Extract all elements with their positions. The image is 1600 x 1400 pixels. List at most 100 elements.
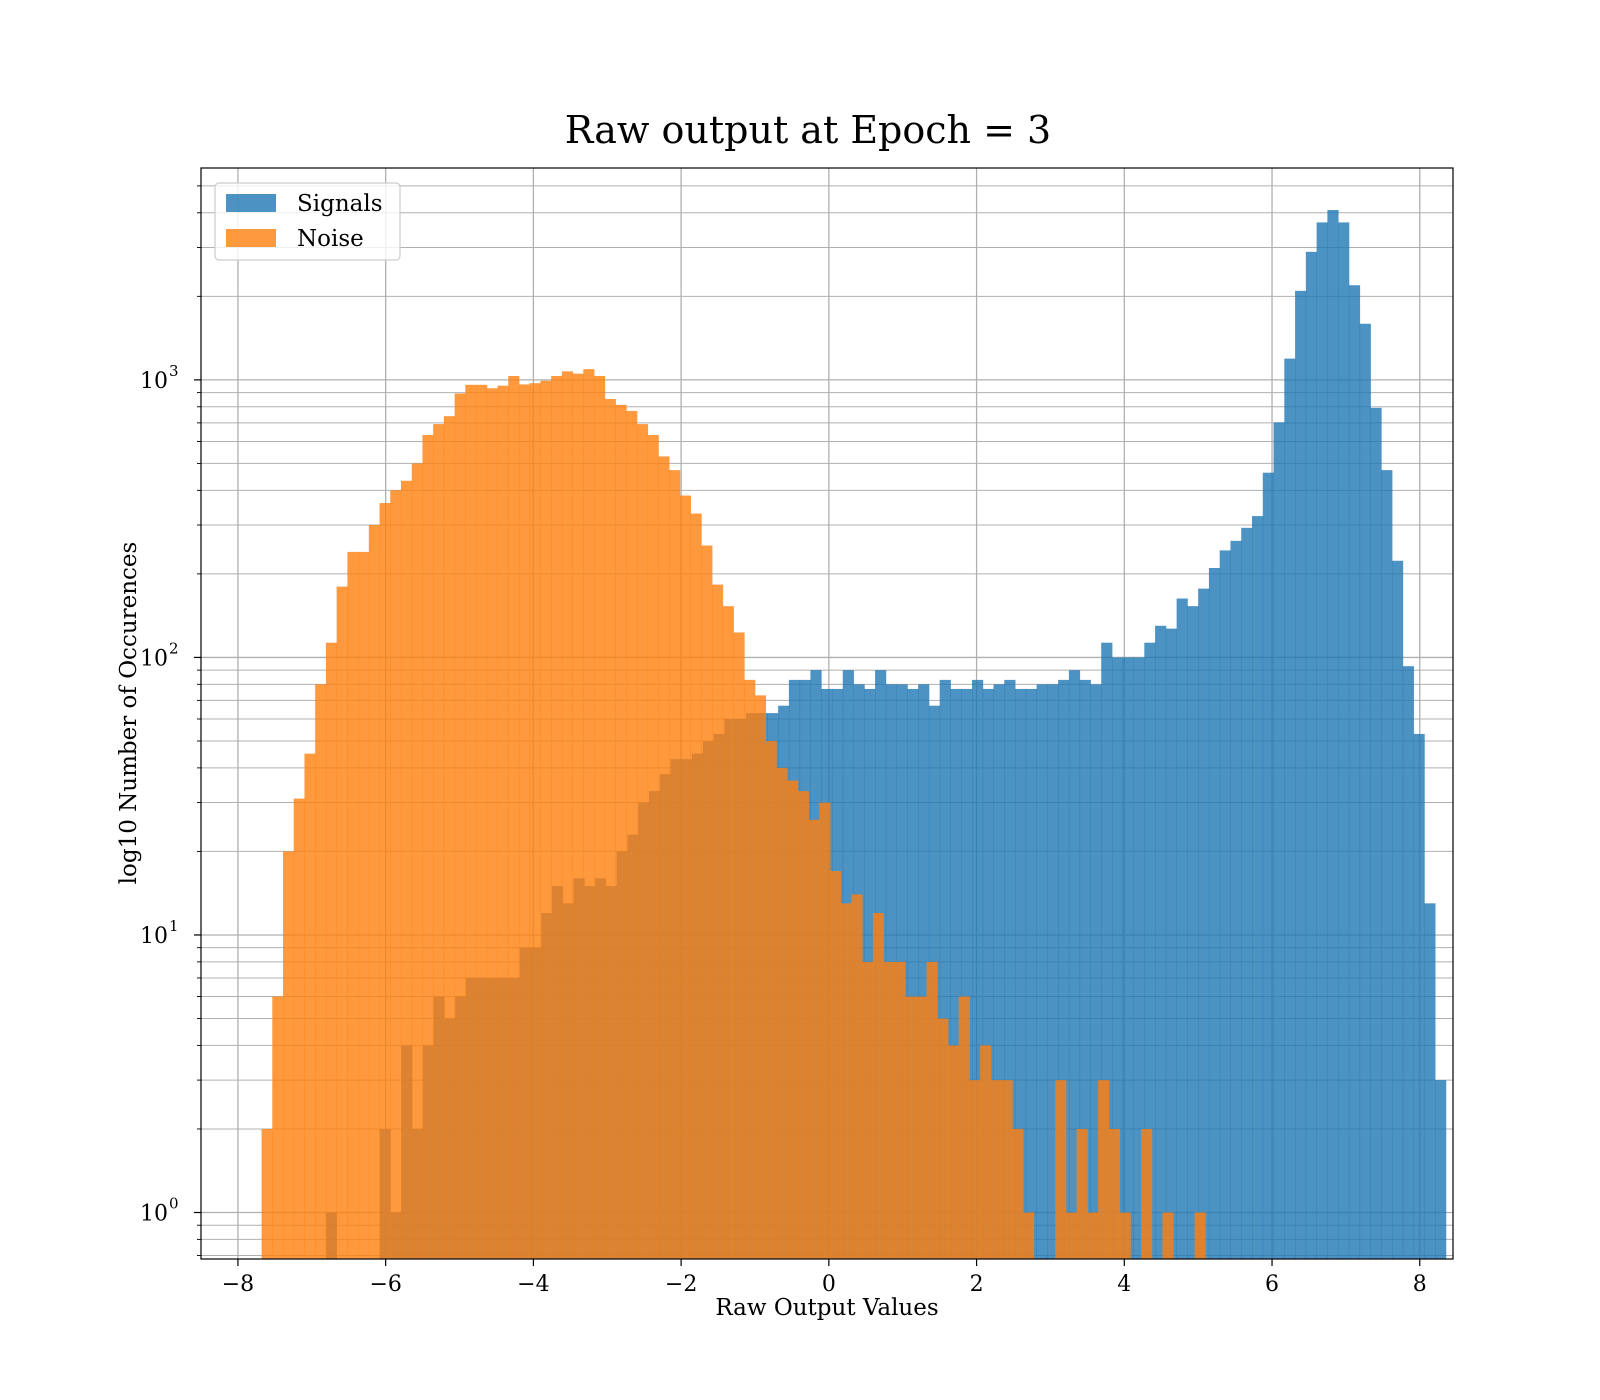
- noise-bar: [1023, 1212, 1035, 1259]
- noise-bar: [894, 961, 906, 1259]
- signals-bar: [907, 688, 919, 1259]
- signals-bar: [1025, 688, 1038, 1259]
- noise-bar: [529, 383, 541, 1259]
- x-tick-label: 4: [1117, 1272, 1131, 1297]
- signals-bar: [950, 688, 962, 1259]
- noise-bar: [679, 495, 691, 1259]
- noise-bar: [937, 1018, 949, 1259]
- x-axis-label: Raw Output Values: [715, 1295, 938, 1321]
- signals-bar: [1133, 657, 1145, 1259]
- noise-bar: [776, 767, 788, 1259]
- noise-bar: [744, 679, 756, 1259]
- legend: Signals Noise: [214, 182, 401, 261]
- y-tick-label: 10: [140, 924, 168, 949]
- noise-bar: [819, 802, 831, 1259]
- signals-bar: [1090, 684, 1102, 1259]
- noise-bar: [926, 961, 938, 1259]
- signals-bar: [1230, 540, 1242, 1259]
- noise-bar: [304, 753, 316, 1259]
- noise-bar: [561, 371, 573, 1259]
- signals-bar: [993, 684, 1005, 1259]
- noise-bar: [851, 894, 863, 1259]
- noise-bar: [701, 545, 713, 1259]
- signals-bar: [1316, 222, 1328, 1259]
- signals-bar: [1273, 422, 1285, 1259]
- noise-bar: [604, 399, 616, 1259]
- signals-bar: [1381, 470, 1393, 1259]
- noise-bar: [293, 798, 305, 1259]
- signals-bar: [1101, 642, 1113, 1259]
- noise-bar: [347, 551, 359, 1259]
- signals-bar: [1327, 210, 1339, 1259]
- noise-bar: [883, 961, 895, 1259]
- noise-bar: [497, 385, 509, 1259]
- noise-bar: [336, 586, 348, 1259]
- signals-bar: [1111, 657, 1124, 1259]
- noise-bar: [1141, 1128, 1153, 1259]
- y-tick-label: 10: [140, 646, 168, 671]
- signals-bar: [1252, 516, 1264, 1259]
- x-tick-label: 8: [1413, 1272, 1427, 1297]
- noise-bar: [658, 456, 670, 1259]
- noise-bar: [454, 393, 466, 1259]
- noise-bar: [486, 388, 498, 1259]
- noise-bar: [615, 404, 627, 1260]
- noise-bar: [551, 375, 563, 1259]
- signals-bar: [918, 684, 930, 1259]
- noise-bar: [390, 490, 402, 1259]
- signals-legend-swatch: [226, 194, 276, 212]
- y-axis-label: log10 Number of Occurences: [116, 542, 142, 885]
- noise-bar: [808, 819, 820, 1259]
- noise-bar: [422, 435, 434, 1260]
- signals-bar: [1004, 679, 1016, 1259]
- noise-bar: [443, 416, 456, 1260]
- chart-title: Raw output at Epoch = 3: [565, 108, 1051, 152]
- noise-bar: [980, 1045, 992, 1259]
- noise-bar: [647, 435, 659, 1260]
- noise-bar: [272, 996, 284, 1259]
- noise-bar: [283, 851, 295, 1259]
- signals-bar: [1402, 666, 1414, 1259]
- signals-bar: [1047, 684, 1059, 1259]
- signals-bar: [1219, 550, 1231, 1259]
- noise-bar: [1087, 1212, 1099, 1259]
- noise-bar: [572, 373, 584, 1259]
- noise-bar: [969, 1080, 981, 1259]
- noise-bar: [411, 463, 423, 1259]
- noise-bar: [872, 912, 885, 1259]
- noise-bar: [1098, 1080, 1110, 1259]
- noise-bar: [1065, 1212, 1078, 1259]
- noise-bar: [400, 480, 413, 1259]
- x-tick-label: 0: [822, 1272, 836, 1297]
- signals-bar: [1392, 560, 1404, 1259]
- x-tick-label: −8: [222, 1272, 254, 1297]
- signals-bar: [1413, 733, 1425, 1259]
- noise-bar: [958, 996, 970, 1259]
- noise-bar: [1055, 1080, 1067, 1259]
- signals-bar: [1241, 527, 1253, 1259]
- noise-bar: [518, 384, 531, 1259]
- signals-bar: [971, 679, 984, 1259]
- noise-series: [261, 369, 1206, 1260]
- noise-bar: [1012, 1128, 1024, 1259]
- signals-bar: [939, 679, 951, 1259]
- noise-bar: [315, 684, 327, 1259]
- noise-bar: [712, 584, 724, 1259]
- noise-bar: [797, 791, 809, 1259]
- signals-bar: [1187, 606, 1199, 1259]
- noise-bar: [765, 740, 777, 1259]
- noise-legend-label: Noise: [297, 226, 364, 252]
- signals-legend-label: Signals: [297, 191, 383, 217]
- signals-bar: [1079, 679, 1091, 1259]
- x-tick-label: −6: [369, 1272, 401, 1297]
- signals-bar: [1155, 625, 1167, 1259]
- noise-bar: [915, 996, 927, 1259]
- signals-bar: [1122, 657, 1134, 1259]
- noise-bar: [787, 780, 799, 1259]
- signals-bar: [1144, 642, 1156, 1259]
- noise-bar: [508, 375, 520, 1259]
- signals-bar: [1359, 323, 1371, 1260]
